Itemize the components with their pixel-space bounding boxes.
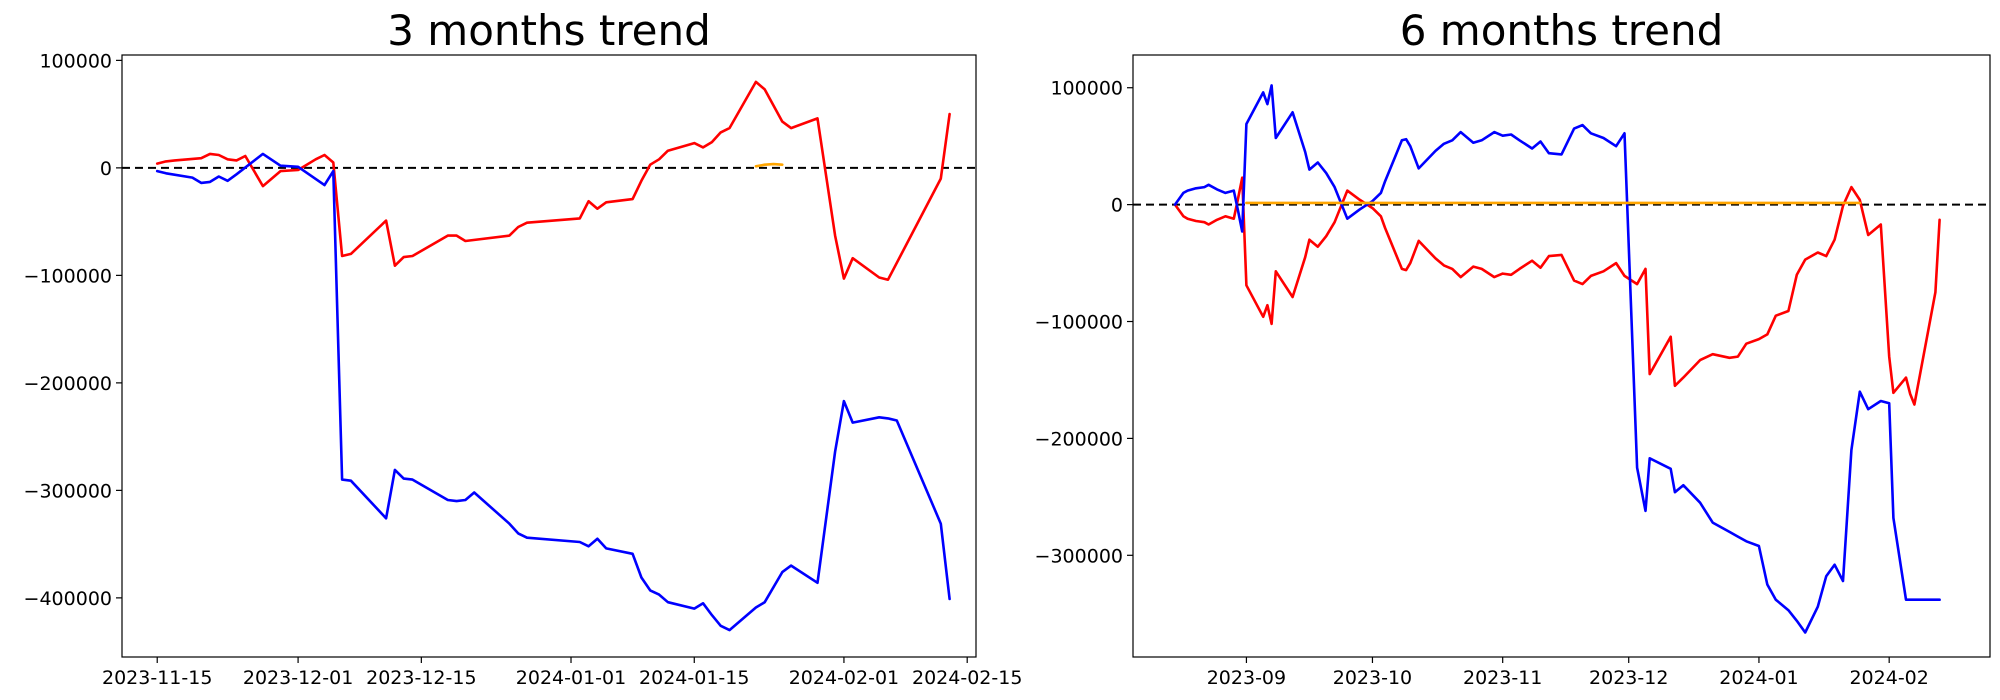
y-tick-label: −200000: [24, 373, 112, 395]
axis-ticks: 2023-09 2023-10 2023-11 2023-12 2024-01 2024-…: [1035, 78, 1929, 689]
x-tick-label: 2024-02-15: [912, 667, 1022, 689]
series-line-1: [155, 80, 951, 282]
y-tick-label: −400000: [24, 588, 112, 610]
x-tick-label: 2023-12-01: [243, 667, 353, 689]
series-line-2: [1173, 84, 1941, 634]
series-line-3: [754, 162, 784, 168]
y-tick-label: −100000: [1035, 312, 1123, 334]
series-line-1: [1173, 176, 1941, 406]
x-tick-label: 2024-02: [1849, 667, 1928, 689]
x-tick-label: 2023-11: [1463, 667, 1542, 689]
chart-6-months: 6 months trend 2023-09 2023-10 2023-11 2023…: [1035, 6, 1991, 689]
x-tick-label: 2023-11-15: [102, 667, 212, 689]
x-tick-label: 2024-01-15: [639, 667, 749, 689]
chart-3-months: 3 months trend 2023-11-15 2023-12-01 2023-…: [24, 6, 1023, 689]
plot-frame: [1132, 54, 1991, 658]
y-tick-label: 100000: [39, 50, 112, 72]
y-tick-label: 0: [100, 158, 112, 180]
chart-title: 3 months trend: [387, 6, 711, 55]
x-tick-label: 2024-02-01: [789, 667, 899, 689]
x-tick-label: 2024-01-01: [516, 667, 626, 689]
x-tick-label: 2024-01: [1719, 667, 1798, 689]
y-tick-label: 100000: [1050, 78, 1123, 100]
x-tick-label: 2023-12: [1589, 667, 1668, 689]
series-line-2: [155, 152, 951, 632]
x-tick-label: 2023-09: [1207, 667, 1286, 689]
y-tick-label: −100000: [24, 265, 112, 287]
plot-frame: [121, 54, 977, 658]
y-tick-label: 0: [1111, 195, 1123, 217]
axis-ticks: 2023-11-15 2023-12-01 2023-12-15 2024-01-01…: [24, 50, 1023, 689]
y-tick-label: −200000: [1035, 428, 1123, 450]
y-tick-label: −300000: [24, 480, 112, 502]
x-tick-label: 2023-12-15: [366, 667, 476, 689]
x-tick-label: 2023-10: [1333, 667, 1412, 689]
series-lines: [1173, 84, 1941, 634]
chart-title: 6 months trend: [1400, 6, 1724, 55]
y-tick-label: −300000: [1035, 545, 1123, 567]
series-lines: [155, 80, 951, 632]
